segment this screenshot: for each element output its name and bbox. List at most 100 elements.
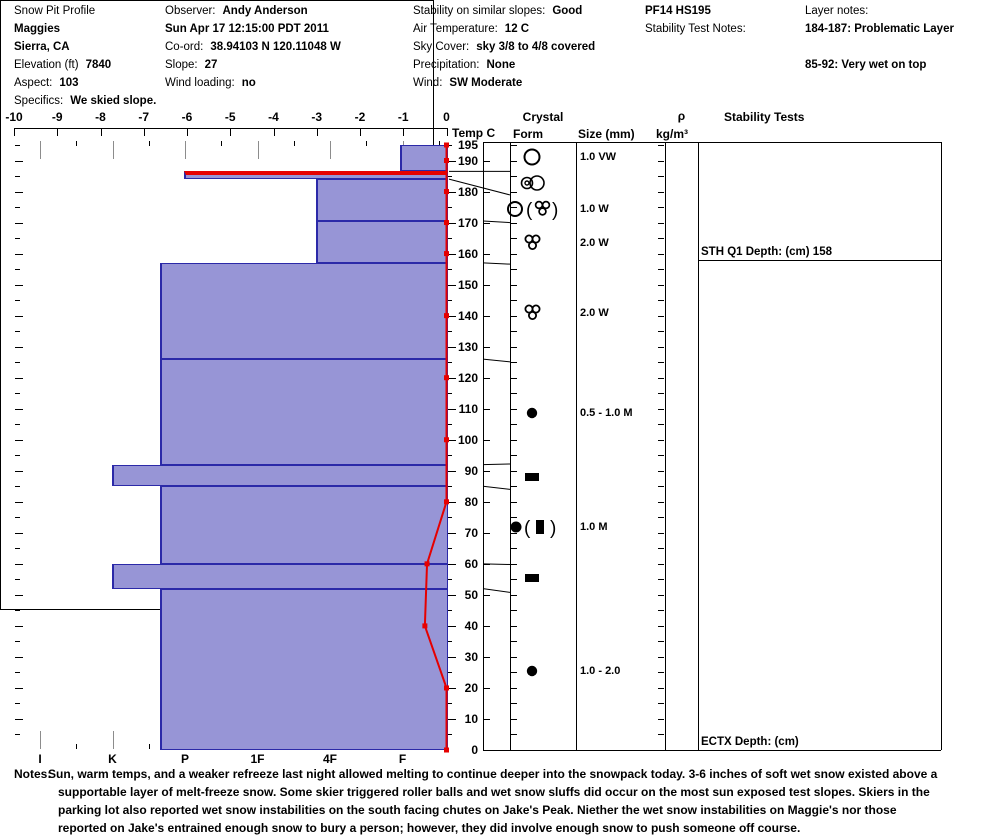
- crystal-size-label: 1.0 W: [580, 202, 609, 215]
- hardness-label: K: [108, 752, 117, 766]
- depth-tick-left: [15, 207, 20, 209]
- formcol-depth-tick: [511, 656, 517, 658]
- crystal-symbol-cluster: [524, 234, 540, 251]
- header-label: Snow Pit Profile: [14, 5, 96, 17]
- header-line: Wind loading: no: [165, 77, 256, 89]
- header-value: PF14 HS195: [645, 5, 711, 17]
- header-label: Precipitation:: [413, 59, 480, 71]
- temp-axis-tick: [143, 128, 145, 136]
- depth-label: 0: [471, 743, 478, 757]
- leader-line: [482, 262, 511, 265]
- formcol-depth-tick: [511, 470, 517, 472]
- formcol-depth-tick: [511, 501, 517, 503]
- header-value: SW Moderate: [449, 77, 523, 89]
- header-line: Sun Apr 17 12:15:00 PDT 2011: [165, 23, 329, 35]
- temp-axis-tick: [14, 128, 15, 136]
- hardness-grid-stub-top: [112, 141, 114, 159]
- sizecol-depth-tick: [658, 656, 664, 658]
- depth-tick-left: [15, 300, 20, 302]
- depth-label: 80: [464, 494, 478, 509]
- layer-bar: [112, 464, 448, 487]
- header-label: Slope:: [165, 59, 198, 71]
- stability-tests-header: Stability Tests: [724, 110, 805, 124]
- depth-tick-left: [15, 641, 20, 643]
- formcol-depth-tick: [511, 300, 517, 302]
- formcol-depth-tick: [511, 377, 517, 379]
- depth-tick-left: [15, 548, 20, 550]
- formcol-depth-tick: [511, 703, 517, 705]
- table-column-line: [576, 142, 577, 750]
- depth-tick-left: [15, 377, 23, 379]
- hardness-minor-tick: [148, 744, 150, 749]
- depth-tick-right: [448, 253, 456, 255]
- depth-tick-right: [448, 656, 456, 658]
- table-column-line: [665, 142, 666, 750]
- hardness-label: 4F: [322, 752, 337, 766]
- formcol-depth-tick: [511, 610, 517, 612]
- notes-line: Sun, warm temps, and a weaker refreeze l…: [48, 767, 938, 781]
- sizecol-depth-tick: [658, 191, 664, 193]
- svg-text:): ): [552, 200, 558, 221]
- depth-tick-right: [448, 703, 452, 705]
- header-label: Specifics:: [14, 95, 64, 107]
- sizecol-depth-tick: [658, 331, 664, 333]
- formcol-depth-tick: [511, 548, 517, 550]
- depth-tick-right: [448, 501, 456, 503]
- depth-label: 70: [464, 525, 478, 540]
- temp-axis-tick-label: -4: [268, 110, 279, 124]
- depth-tick-left: [15, 284, 23, 286]
- depth-tick-left: [15, 656, 23, 658]
- temp-axis-tick: [446, 128, 448, 136]
- temp-axis-tick-label: -1: [397, 110, 409, 124]
- depth-label: 180: [457, 184, 478, 199]
- sizecol-depth-tick: [658, 579, 664, 581]
- sizecol-depth-tick: [658, 532, 664, 534]
- depth-label: 40: [464, 618, 478, 633]
- crystal-symbol-ice-lens: [525, 472, 539, 481]
- depth-label: 140: [457, 308, 478, 323]
- formcol-depth-tick: [511, 641, 517, 643]
- header-label: Air Temperature:: [413, 23, 498, 35]
- notes-line: supportable layer of melt-freeze snow. S…: [58, 785, 930, 799]
- sizecol-depth-tick: [658, 362, 664, 364]
- depth-tick-right: [448, 734, 452, 736]
- formcol-depth-tick: [511, 594, 517, 596]
- depth-tick-left: [15, 176, 20, 178]
- depth-tick-right: [448, 222, 456, 224]
- sizecol-depth-tick: [658, 455, 664, 457]
- formcol-depth-tick: [511, 734, 517, 736]
- temp-axis-tick-label: -9: [51, 110, 63, 124]
- header-value: Maggies: [14, 23, 61, 35]
- layer-bar: [160, 262, 448, 360]
- depth-tick-left: [15, 455, 20, 457]
- header-line: Precipitation: None: [413, 59, 515, 71]
- tempcol-depth-tick: [484, 718, 490, 720]
- depth-tick-right: [448, 393, 452, 395]
- formcol-depth-tick: [511, 207, 517, 209]
- profile-chart: -10 -9 -8 -7 -6 -5 -4 -3 -2 -1 0 I K P 1F 4F F 195 190 180 1…: [0, 0, 942, 766]
- header-value: We skied slope.: [70, 95, 157, 107]
- sizecol-depth-tick: [658, 160, 664, 162]
- depth-tick-right: [448, 486, 452, 488]
- depth-label: 150: [457, 277, 478, 292]
- hardness-grid-stub-top: [40, 141, 41, 159]
- sizecol-depth-tick: [658, 377, 664, 379]
- layer-bar: [184, 171, 448, 180]
- header-line: Snow Pit Profile: [14, 5, 102, 17]
- temp-axis-tick: [187, 128, 188, 136]
- depth-tick-left: [15, 362, 20, 364]
- density-symbol-header: ρ: [677, 109, 686, 123]
- depth-tick-right: [448, 470, 456, 472]
- temp-axis-tick: [57, 128, 59, 136]
- depth-tick-right: [448, 284, 456, 286]
- header-value: 7840: [85, 59, 112, 71]
- formcol-depth-tick: [511, 331, 517, 333]
- formcol-depth-tick: [511, 672, 517, 674]
- tempcol-depth-tick: [484, 191, 490, 193]
- temp-axis-tick: [273, 128, 275, 136]
- leader-line: [482, 463, 511, 466]
- crystal-size-label: 2.0 W: [580, 237, 609, 250]
- header-line: Sierra, CA: [14, 41, 70, 53]
- header-line: Air Temperature: 12 C: [413, 23, 529, 35]
- depth-tick-right: [448, 579, 452, 581]
